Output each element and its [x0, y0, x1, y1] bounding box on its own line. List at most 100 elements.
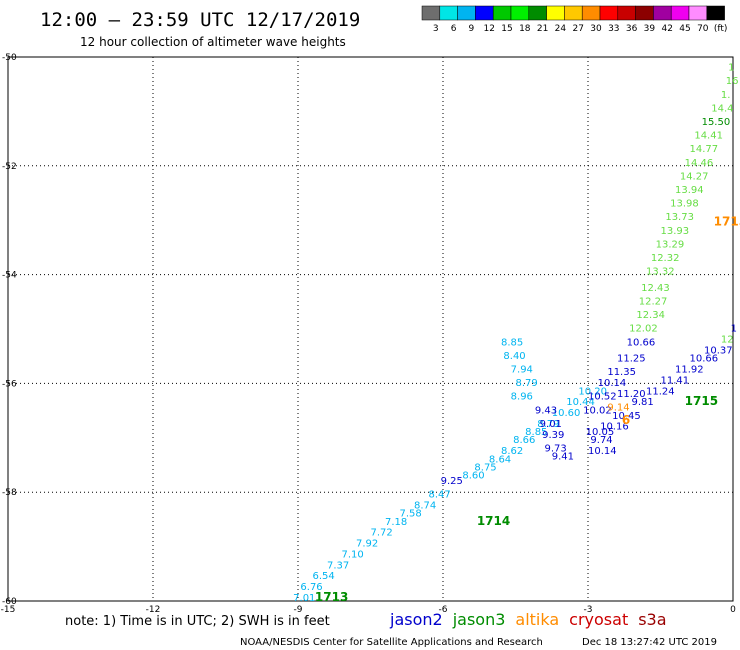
- wave-height-label: 9.74: [590, 435, 612, 446]
- colorbar-swatch: [635, 5, 654, 21]
- pass-number-label: 1715: [714, 215, 740, 229]
- wave-height-label: 7.72: [371, 528, 393, 539]
- wave-height-label: 9.41: [552, 452, 574, 463]
- footer-credit: NOAA/NESDIS Center for Satellite Applica…: [240, 637, 543, 648]
- note-text: note: 1) Time is in UTC; 2) SWH is in fe…: [65, 614, 330, 629]
- wave-height-label: 14.77: [690, 144, 719, 155]
- wave-height-label: 13.73: [665, 212, 694, 223]
- colorbar-swatch: [564, 5, 583, 21]
- colorbar-swatch: [581, 5, 601, 21]
- pass-number-label: 1713: [315, 590, 348, 604]
- wave-height-label: 10.37: [704, 345, 733, 356]
- wave-height-label: 10.44: [566, 397, 595, 408]
- wave-height-label: 10.66: [690, 354, 719, 365]
- x-tick-label: 0: [730, 605, 736, 615]
- wave-height-label: 10.14: [598, 378, 627, 389]
- wave-height-label: 10.66: [627, 337, 656, 348]
- wave-height-label: 6.76: [300, 582, 322, 593]
- colorbar-legend: 3 6 9 12 15 18 21 24 27 30 33 36 39 42 45 70 (ft): [421, 5, 728, 34]
- wave-height-label: 8.40: [503, 351, 525, 362]
- wave-height-label: 13.93: [661, 226, 690, 237]
- colorbar-swatch: [528, 5, 547, 21]
- wave-height-label: 7.18: [385, 517, 407, 528]
- colorbar-label: 39: [644, 24, 656, 34]
- pass-number-label: 6: [622, 413, 630, 427]
- x-tick-label: -3: [584, 605, 593, 615]
- wave-height-label: 8.47: [429, 490, 451, 501]
- colorbar-swatch: [617, 5, 636, 21]
- wave-height-label: 13.98: [670, 199, 699, 210]
- colorbar-label: 30: [590, 24, 602, 34]
- legend-entry: s3a: [638, 610, 666, 629]
- wave-height-label: 9.39: [542, 430, 564, 441]
- colorbar-label: (ft): [714, 24, 728, 34]
- wave-height-label: 9.73: [545, 443, 567, 454]
- wave-height-label: 7.92: [356, 539, 378, 550]
- chart-title: 12:00 – 23:59 UTC 12/17/2019: [40, 9, 360, 31]
- wave-height-label: 14.27: [680, 171, 709, 182]
- wave-height-label: 8.60: [462, 471, 484, 482]
- wave-height-label: 8.62: [501, 446, 523, 457]
- wave-height-label: 12.27: [639, 297, 668, 308]
- wave-height-label: 8.66: [513, 435, 535, 446]
- colorbar-swatch: [439, 5, 458, 21]
- colorbar-label: 18: [519, 24, 531, 34]
- plot-frame: [7, 56, 734, 602]
- colorbar-swatch: [706, 5, 725, 21]
- wave-height-label: 7.37: [327, 560, 349, 571]
- wave-height-label: 12.43: [641, 283, 670, 294]
- colorbar-swatch: [599, 5, 619, 21]
- wave-height-label: 8.79: [537, 419, 559, 430]
- wave-height-label: 13.94: [675, 185, 704, 196]
- colorbar-swatch: [653, 5, 672, 21]
- wave-height-label: 14.41: [694, 131, 723, 142]
- wave-height-label: 11.41: [661, 375, 690, 386]
- wave-height-label: 7.94: [511, 365, 533, 376]
- pass-number-label: 1715: [685, 394, 718, 408]
- wave-height-label: 8.96: [511, 392, 533, 403]
- wave-height-label: 7.58: [400, 509, 422, 520]
- x-tick-label: -6: [439, 605, 448, 615]
- colorbar-label: 42: [661, 24, 672, 34]
- colorbar-label: 3: [433, 24, 439, 34]
- colorbar-label: 15: [501, 24, 512, 34]
- wave-height-label: 10.45: [612, 411, 641, 422]
- chart-subtitle: 12 hour collection of altimeter wave hei…: [80, 35, 346, 49]
- colorbar-swatch: [670, 5, 690, 21]
- wave-height-label: 10.14: [588, 446, 617, 457]
- colorbar-swatch: [688, 5, 708, 21]
- colorbar-label: 27: [572, 24, 583, 34]
- wave-height-label: 9.14: [607, 403, 629, 414]
- colorbar-label: 33: [608, 24, 619, 34]
- wave-height-label: 13.29: [656, 239, 685, 250]
- legend-entry: altika: [515, 610, 559, 629]
- wave-height-label: 12.32: [651, 253, 680, 264]
- wave-height-label: 6.54: [313, 571, 335, 582]
- wave-height-label: 1: [731, 324, 737, 335]
- y-tick-label: -50: [2, 53, 17, 63]
- wave-height-label: 11.25: [617, 354, 646, 365]
- colorbar-label: 21: [537, 24, 548, 34]
- wave-height-label: 1.: [721, 90, 731, 101]
- colorbar-label: 36: [626, 24, 638, 34]
- wave-height-label: 12: [721, 335, 734, 346]
- wave-height-label: 10.16: [600, 422, 629, 433]
- wave-height-label: 9.25: [441, 476, 463, 487]
- colorbar-swatch: [546, 5, 565, 21]
- wave-height-label: 1: [728, 63, 734, 74]
- wave-height-label: 14.46: [685, 158, 714, 169]
- wave-height-label: 11.20: [617, 389, 646, 400]
- wave-height-label: 11.35: [607, 367, 636, 378]
- wave-height-label: 14.4: [711, 103, 733, 114]
- y-tick-label: -58: [2, 488, 17, 498]
- wave-height-label: 11.24: [646, 386, 675, 397]
- wave-height-label: 7.10: [342, 549, 364, 560]
- plot-area: -15 -12 -9 -6 -3 0-50-52-54-56-58-60 7.016.766…: [1, 53, 740, 615]
- legend-entry: jason3: [452, 610, 506, 629]
- wave-height-label: 12.02: [629, 324, 658, 335]
- colorbar-label: 6: [451, 24, 457, 34]
- colorbar-swatch: [457, 5, 476, 21]
- x-tick-label: -9: [294, 605, 303, 615]
- legend-entry: cryosat: [569, 610, 628, 629]
